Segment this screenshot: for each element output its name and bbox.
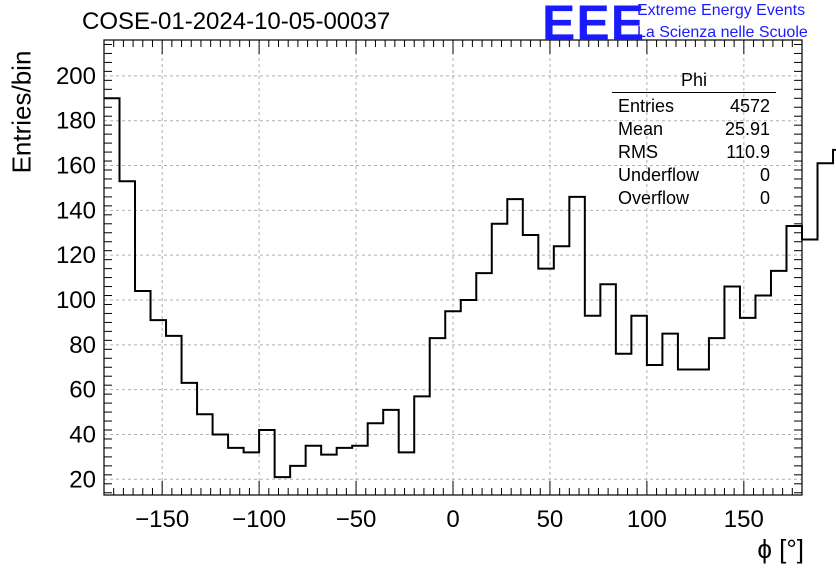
histogram-bin <box>166 336 182 495</box>
histogram-bin <box>554 246 570 495</box>
histogram-bin <box>755 296 771 495</box>
histogram-bin <box>399 452 415 495</box>
histogram-bin <box>383 410 399 495</box>
stats-row-underflow: Underflow 0 <box>612 164 776 187</box>
y-tick-label: 160 <box>56 153 96 180</box>
x-tick-label: 150 <box>724 506 764 533</box>
y-tick-label: 40 <box>69 421 96 448</box>
y-tick-label: 20 <box>69 466 96 493</box>
histogram-bin <box>709 338 725 495</box>
stats-value: 0 <box>759 165 770 185</box>
histogram-bin <box>523 235 539 495</box>
logo-line-1: Extreme Energy Events <box>637 2 806 19</box>
histogram-bin <box>616 354 632 495</box>
histogram-outline <box>104 97 836 479</box>
histogram-bin <box>569 197 585 495</box>
stats-label: Mean <box>618 119 664 139</box>
stats-row-overflow: Overflow 0 <box>612 187 776 210</box>
histogram-bin <box>461 300 477 495</box>
histogram-bin <box>337 448 353 495</box>
chart-title: COSE-01-2024-10-05-00037 <box>82 8 391 35</box>
stats-label: RMS <box>618 142 658 162</box>
histogram-bin <box>306 446 322 495</box>
histogram-bin <box>818 163 834 495</box>
histogram-bin <box>321 455 337 495</box>
stats-label: Entries <box>618 96 675 116</box>
histogram-bin <box>507 199 523 495</box>
histogram-bin <box>678 369 694 495</box>
stats-row-rms: RMS 110.9 <box>612 141 776 164</box>
histogram-bin <box>693 369 709 495</box>
histogram-bin <box>771 271 787 495</box>
stats-row-entries: Entries 4572 <box>612 95 776 118</box>
y-tick-label: 120 <box>56 242 96 269</box>
y-tick-label: 60 <box>69 377 96 404</box>
logo-line-2: La Scienza nelle Scuole <box>637 24 808 41</box>
histogram-bin <box>228 448 244 495</box>
histogram-bin <box>104 98 120 495</box>
histogram-bin <box>352 446 368 495</box>
histogram-bin <box>259 430 275 495</box>
y-tick-label: 180 <box>56 108 96 135</box>
y-axis-label: Entries/bin <box>6 50 37 174</box>
histogram-bin <box>786 226 802 495</box>
stats-value: 0 <box>759 188 770 208</box>
histogram-bin <box>213 434 229 495</box>
histogram-bin <box>492 224 508 495</box>
histogram-bin <box>662 334 678 495</box>
x-tick-label: −100 <box>232 506 286 533</box>
histogram-bin <box>430 338 446 495</box>
stats-title: Phi <box>612 70 776 93</box>
histogram-bin <box>151 320 167 495</box>
x-tick-label: −50 <box>336 506 377 533</box>
histogram-bin <box>585 316 601 495</box>
histogram-bin <box>724 287 740 495</box>
y-tick-label: 100 <box>56 287 96 314</box>
x-tick-label: 100 <box>627 506 667 533</box>
stats-label: Underflow <box>618 165 700 185</box>
histogram-bin <box>740 318 756 495</box>
x-tick-label: 50 <box>537 506 564 533</box>
histogram-bin <box>631 316 647 495</box>
histogram-bin <box>135 291 151 495</box>
histogram-bin <box>445 311 461 495</box>
y-tick-label: 80 <box>69 332 96 359</box>
histogram-bin <box>600 284 616 495</box>
histogram-bin <box>275 477 291 495</box>
histogram-bin <box>538 269 554 495</box>
y-tick-label: 140 <box>56 197 96 224</box>
stats-value: 110.9 <box>726 142 770 162</box>
histogram-bins <box>104 97 836 495</box>
stats-label: Overflow <box>618 188 690 208</box>
histogram-bin <box>197 414 213 495</box>
histogram-bin <box>802 239 818 495</box>
x-tick-label: −150 <box>135 506 189 533</box>
histogram-bin <box>182 383 198 495</box>
y-tick-label: 200 <box>56 63 96 90</box>
tick-marks <box>104 40 803 495</box>
histogram-bin <box>368 423 384 495</box>
tick-labels: −150 −100 −50 0 50 100 150 20 40 60 80 100 120 140 160… <box>56 63 764 533</box>
x-tick-label: 0 <box>446 506 459 533</box>
histogram-bin <box>414 396 430 495</box>
eee-logo: EEE <box>542 0 646 51</box>
x-axis-label: ϕ [°] <box>757 534 804 564</box>
histogram-bin <box>647 365 663 495</box>
histogram-bin <box>290 466 306 495</box>
stats-value: 25.91 <box>724 119 770 139</box>
stats-value: 4572 <box>729 96 770 116</box>
histogram-bin <box>244 452 260 495</box>
stats-row-mean: Mean 25.91 <box>612 118 776 141</box>
histogram-bin <box>476 273 492 495</box>
stats-box: Phi Entries 4572 Mean 25.91 RMS 110.9 Un… <box>612 70 776 210</box>
histogram-bin <box>120 181 136 495</box>
